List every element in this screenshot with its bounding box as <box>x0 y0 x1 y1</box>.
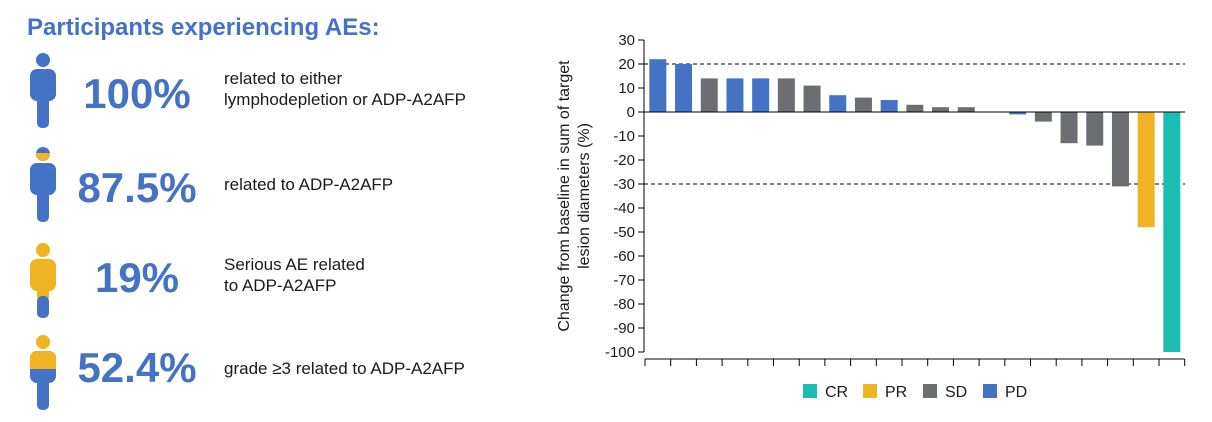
bar <box>649 59 667 112</box>
y-tick-label: -40 <box>613 200 635 217</box>
y-tick-label: 20 <box>618 56 635 73</box>
y-tick-label: 30 <box>618 32 635 49</box>
bar <box>1060 112 1078 144</box>
y-tick-label: 10 <box>618 80 635 97</box>
y-tick-label: -60 <box>613 248 635 265</box>
y-tick-label: -50 <box>613 224 635 241</box>
stat-description: related to either lymphodepletion or ADP… <box>224 68 466 110</box>
stat-row-2: 87.5% related to ADP-A2AFP <box>0 146 540 226</box>
person-icon-yellow-blue <box>30 335 56 410</box>
stat-description-line: related to ADP-A2AFP <box>224 175 394 194</box>
stat-row-1: 100% related to either lymphodepletion o… <box>0 52 540 132</box>
bar <box>880 100 898 112</box>
stat-description: grade ≥3 related to ADP-A2AFP <box>224 358 465 379</box>
bar <box>906 104 924 112</box>
legend-label-pr: PR <box>885 384 907 401</box>
y-tick-label: -80 <box>613 296 635 313</box>
person-icon-yellow <box>30 243 56 318</box>
y-tick-label: -100 <box>605 344 635 361</box>
bar <box>700 78 718 112</box>
stat-value: 19% <box>94 254 180 301</box>
stat-description-line: lymphodepletion or ADP-A2AFP <box>224 90 466 109</box>
bar <box>1137 112 1155 228</box>
y-tick-label: 0 <box>627 104 635 121</box>
bar <box>957 107 975 112</box>
waterfall-chart: 30 20 10 0 -10 -20 -30 -40 -50 -60 -70 -80 -90 -100 Ch… <box>556 32 1186 401</box>
y-axis-label-line-2: lesion diameters (%) <box>576 123 593 269</box>
bar <box>1111 112 1129 187</box>
stat-description-line: to ADP-A2AFP <box>224 276 337 295</box>
legend-swatch-pr <box>863 384 877 398</box>
stat-value: 87.5% <box>77 164 197 211</box>
bar <box>1034 112 1052 122</box>
person-icon-blue-yellow-head <box>30 147 56 222</box>
bar <box>777 78 795 112</box>
stat-description: related to ADP-A2AFP <box>224 174 393 195</box>
stat-row-3: 19% Serious AE related to ADP-A2AFP <box>0 242 540 322</box>
bar <box>932 107 950 112</box>
stat-description-line: Serious AE related <box>224 255 365 274</box>
bar <box>1009 112 1027 115</box>
section-title: Participants experiencing AEs: <box>27 14 380 41</box>
y-tick-label: -20 <box>613 152 635 169</box>
bar <box>752 78 770 112</box>
bar <box>829 95 847 112</box>
y-tick-label: -10 <box>613 128 635 145</box>
stat-row-4: 52.4% grade ≥3 related to ADP-A2AFP <box>0 334 540 414</box>
stat-description: Serious AE related to ADP-A2AFP <box>224 254 365 296</box>
stat-description-line: grade ≥3 related to ADP-A2AFP <box>224 359 465 378</box>
bar <box>854 97 872 112</box>
y-axis-label-line-1: Change from baseline in sum of target <box>556 60 573 332</box>
person-icon-blue <box>30 53 56 128</box>
y-tick-label: -90 <box>613 320 635 337</box>
bar <box>803 85 821 112</box>
bar <box>1163 112 1181 352</box>
stat-description-line: related to either <box>224 69 343 88</box>
legend-label-pd: PD <box>1005 384 1027 401</box>
stat-value: 100% <box>83 70 191 117</box>
bar <box>675 64 693 112</box>
bar <box>726 78 744 112</box>
y-tick-label: -30 <box>613 176 635 193</box>
legend-swatch-cr <box>803 384 817 398</box>
legend-label-sd: SD <box>945 384 967 401</box>
legend-label-cr: CR <box>825 384 848 401</box>
bar <box>1086 112 1104 146</box>
legend-swatch-sd <box>923 384 937 398</box>
legend-swatch-pd <box>983 384 997 398</box>
y-tick-label: -70 <box>613 272 635 289</box>
stat-value: 52.4% <box>77 344 197 391</box>
